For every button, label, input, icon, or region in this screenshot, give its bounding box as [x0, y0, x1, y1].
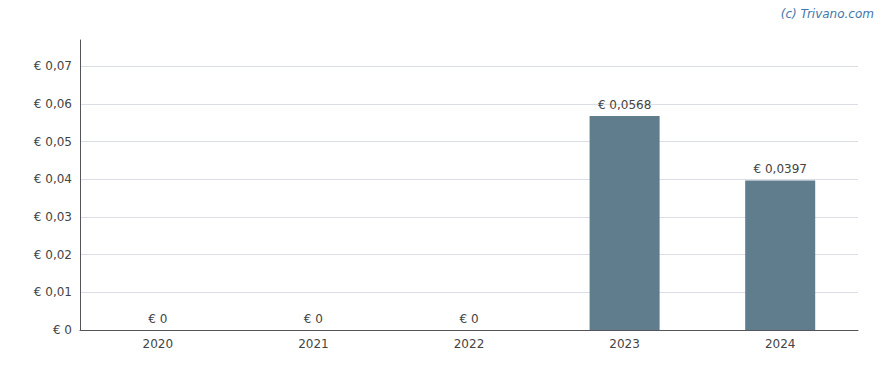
svg-text:2023: 2023: [609, 337, 640, 351]
svg-text:€ 0,03: € 0,03: [34, 210, 72, 224]
svg-text:€ 0,06: € 0,06: [34, 97, 72, 111]
svg-text:€ 0,07: € 0,07: [34, 59, 72, 73]
svg-text:€ 0,04: € 0,04: [34, 172, 72, 186]
svg-text:€ 0: € 0: [459, 312, 478, 326]
svg-text:2022: 2022: [454, 337, 485, 351]
svg-text:2021: 2021: [298, 337, 329, 351]
svg-text:€ 0,0397: € 0,0397: [753, 162, 806, 176]
svg-text:€ 0,01: € 0,01: [34, 285, 72, 299]
svg-text:€ 0,05: € 0,05: [34, 135, 72, 149]
svg-text:€ 0,0568: € 0,0568: [598, 98, 651, 112]
svg-text:€ 0: € 0: [148, 312, 167, 326]
svg-text:€ 0: € 0: [53, 323, 72, 337]
svg-text:€ 0: € 0: [304, 312, 323, 326]
svg-text:2020: 2020: [143, 337, 174, 351]
svg-text:€ 0,02: € 0,02: [34, 248, 72, 262]
svg-text:2024: 2024: [765, 337, 796, 351]
svg-text:(c) Trivano.com: (c) Trivano.com: [781, 7, 874, 21]
